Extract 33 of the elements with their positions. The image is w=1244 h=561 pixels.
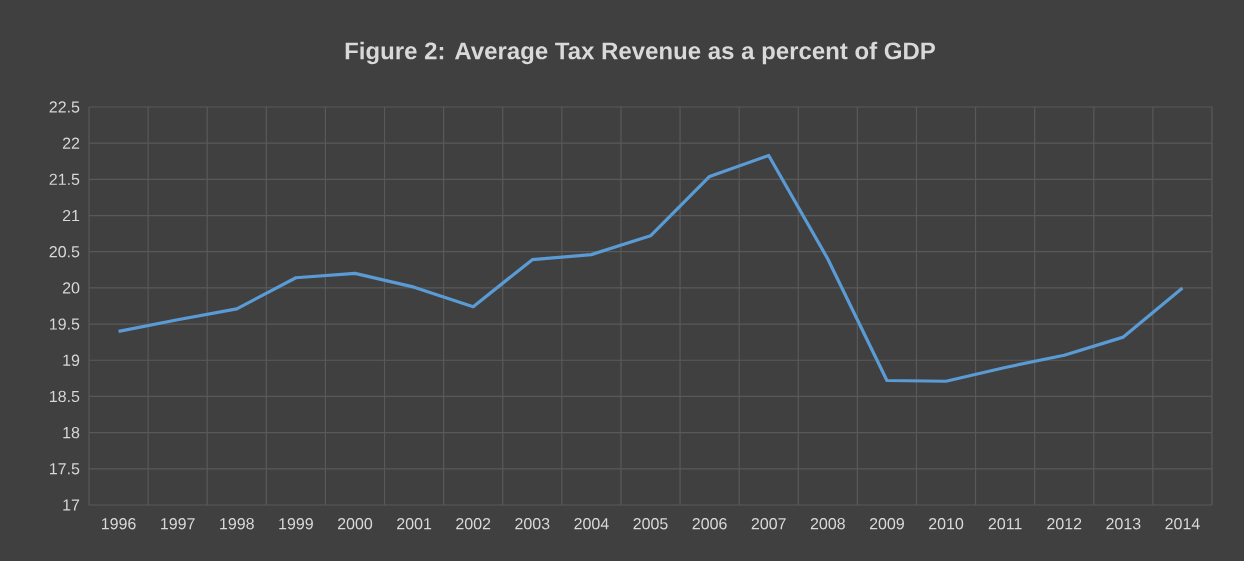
y-tick-label: 21 (62, 209, 80, 222)
x-tick-label: 1998 (220, 518, 254, 530)
x-tick-label: 2011 (988, 518, 1022, 530)
x-tick-label: 2010 (929, 518, 964, 530)
x-tick-label: 1996 (101, 518, 136, 530)
x-tick-label: 2014 (1165, 518, 1200, 530)
y-tick-label: 22.5 (49, 101, 80, 113)
x-tick-label: 1999 (279, 518, 313, 530)
x-tick-label: 2007 (751, 518, 786, 530)
y-tick-label: 20.5 (49, 246, 80, 258)
x-tick-label: 2000 (338, 518, 373, 530)
y-tick-label: 18 (63, 426, 80, 439)
y-tick-label: 17.5 (50, 463, 80, 475)
x-tick-label: 2005 (633, 518, 668, 530)
x-tick-label: 2006 (692, 518, 727, 530)
y-tick-label: 17 (63, 499, 80, 511)
y-tick-label: 18.5 (50, 390, 80, 403)
x-tick-label: 2008 (810, 518, 845, 530)
chart-title: Figure 2: Average Tax Revenue as a percent of GDP (345, 41, 935, 65)
line-series (116, 153, 1185, 383)
y-tick-label: 19 (63, 354, 80, 366)
x-tick-label: 2002 (456, 518, 491, 530)
x-tick-label: 2003 (515, 518, 550, 530)
x-tick-label: 2004 (574, 518, 609, 530)
x-tick-label: 2001 (397, 518, 432, 530)
x-tick-label: 1997 (161, 518, 195, 530)
y-tick-label: 20 (62, 282, 80, 294)
x-tick-label: 2012 (1047, 518, 1082, 530)
y-tick-label: 19.5 (50, 318, 80, 330)
x-tick-label: 2013 (1106, 518, 1141, 530)
y-tick-label: 22 (62, 137, 80, 149)
y-tick-label: 21.5 (49, 173, 80, 186)
x-tick-label: 2009 (869, 518, 904, 530)
